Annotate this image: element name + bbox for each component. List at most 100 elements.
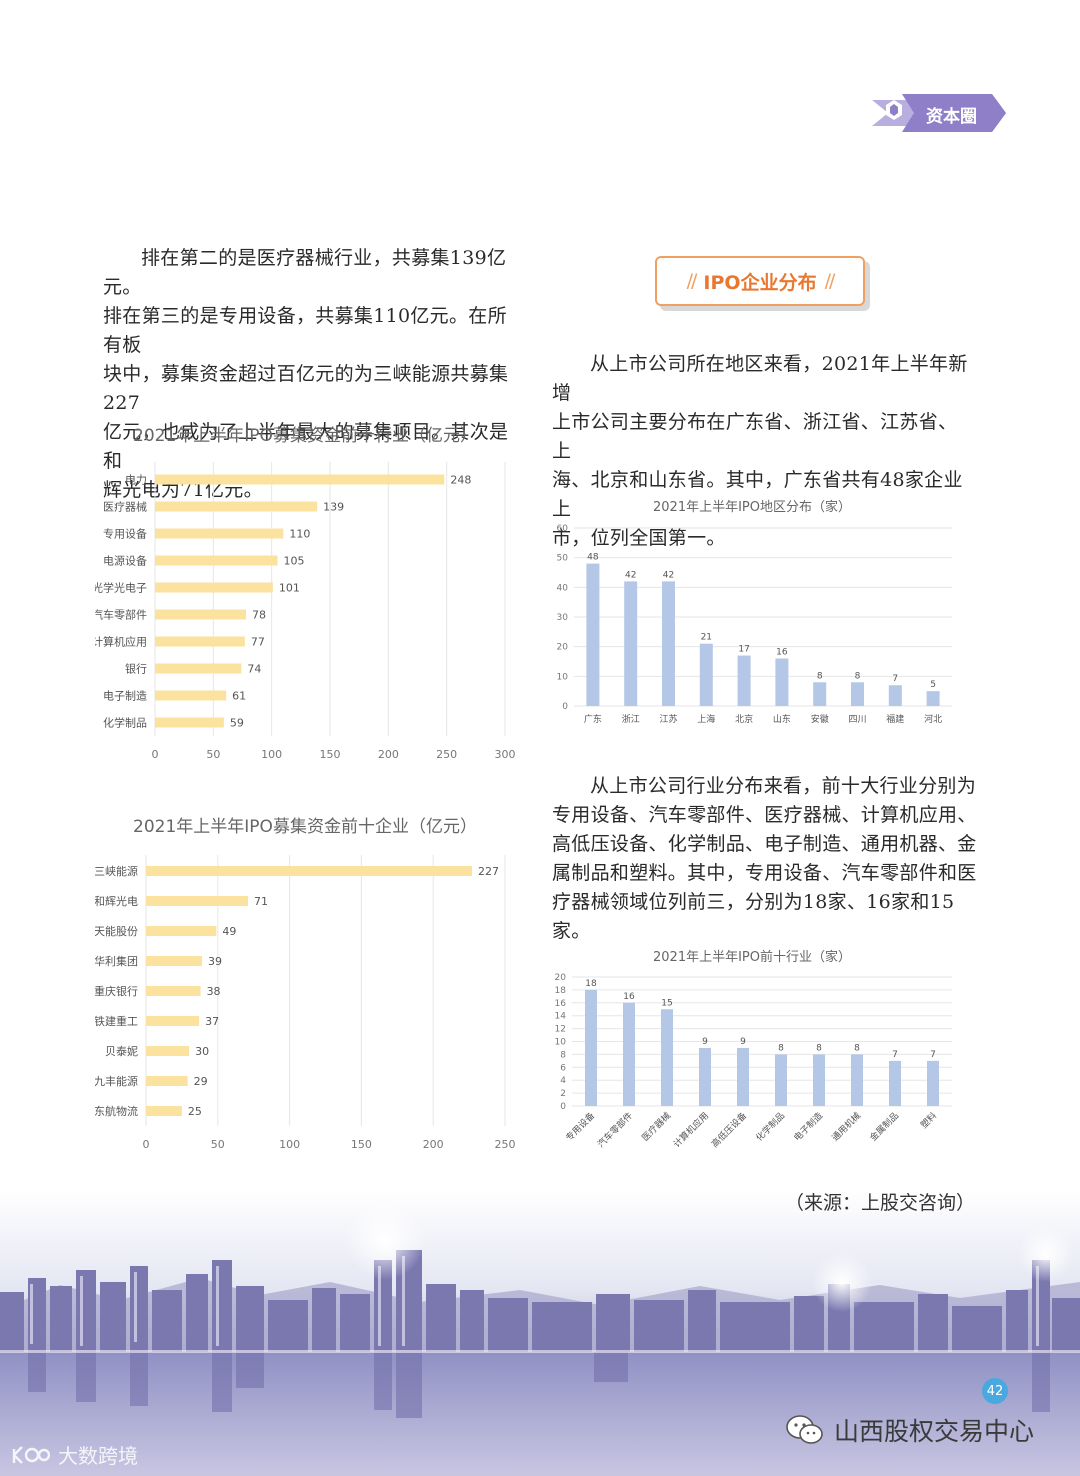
category-label: 专用设备 [103, 527, 147, 541]
category-label: 安徽 [811, 713, 829, 725]
tick-label: 12 [555, 1025, 566, 1035]
bar [155, 690, 227, 701]
bar [888, 685, 902, 706]
tick-label: 200 [378, 748, 399, 761]
data-label: 7 [892, 674, 898, 684]
category-label: 铁建重工 [95, 1014, 138, 1028]
tick-label: 6 [560, 1063, 566, 1073]
tick-label: 50 [211, 1138, 225, 1151]
category-label: 化学制品 [103, 716, 147, 730]
bar [851, 682, 864, 706]
right-paragraph-line: 从上市公司行业分布来看，前十大行业分别为 [590, 775, 977, 797]
category-label: 江苏 [659, 713, 677, 725]
bar [623, 1002, 635, 1106]
bar [155, 609, 246, 620]
bar [155, 717, 224, 728]
tick-label: 4 [560, 1076, 566, 1086]
wechat-icon [786, 1415, 823, 1444]
brand-signature: 山西股权交易中心 [786, 1412, 1034, 1448]
category-label: 医疗器械 [103, 500, 147, 514]
category-label: 广东 [584, 713, 602, 725]
bar [146, 1076, 188, 1086]
tick-label: 200 [423, 1138, 444, 1151]
data-label: 7 [892, 1050, 898, 1060]
bar [926, 691, 940, 706]
category-label: 电力 [125, 474, 147, 487]
tick-label: 250 [436, 748, 457, 761]
category-label: 汽车零部件 [595, 1110, 635, 1150]
data-label: 38 [207, 985, 221, 998]
data-label: 8 [816, 1043, 822, 1053]
right-paragraph-industry: 从上市公司行业分布来看，前十大行业分别为 专用设备、汽车零部件、医疗器械、计算机… [552, 772, 982, 946]
category-label: 山东 [773, 713, 791, 725]
city-skyline-image [0, 1190, 1080, 1476]
left-paragraph-line: 排在第二的是医疗器械行业，共募集139亿元。 [103, 247, 507, 298]
tick-label: 250 [495, 1138, 516, 1151]
data-label: 17 [738, 645, 749, 655]
data-label: 227 [478, 865, 499, 878]
bar [775, 1054, 787, 1106]
bar [737, 655, 751, 706]
data-label: 25 [188, 1105, 202, 1118]
data-label: 248 [450, 474, 471, 487]
data-label: 7 [930, 1050, 936, 1060]
data-label: 16 [776, 648, 788, 658]
bar [813, 1054, 825, 1106]
watermark-text: 大数跨境 [58, 1444, 138, 1468]
bar [624, 581, 638, 706]
data-label: 29 [194, 1075, 208, 1088]
slash-decoration-icon: // [824, 270, 836, 292]
bar [851, 1054, 863, 1106]
tick-label: 2 [560, 1089, 566, 1099]
category-label: 计算机应用 [671, 1110, 711, 1150]
tick-label: 50 [206, 748, 220, 761]
tick-label: 100 [279, 1138, 300, 1151]
tick-label: 20 [557, 643, 569, 653]
bar [662, 581, 675, 706]
right-paragraph-line: 市，位列全国第一。 [552, 527, 726, 549]
data-label: 39 [208, 955, 222, 968]
page-number: 42 [982, 1378, 1008, 1404]
tick-label: 40 [557, 583, 569, 593]
right-paragraph-line: 上市公司主要分布在广东省、浙江省、江苏省、上 [552, 411, 958, 462]
tick-label: 20 [555, 973, 567, 983]
data-label: 61 [232, 690, 246, 703]
category-label: 三峡能源 [95, 864, 138, 878]
watermark: 大数跨境 [10, 1440, 138, 1469]
bar [661, 1009, 673, 1106]
data-label: 77 [251, 636, 265, 649]
data-label: 42 [625, 570, 636, 580]
category-label: 金属制品 [867, 1110, 901, 1144]
data-label: 42 [663, 570, 674, 580]
category-label: 光学光电子 [95, 581, 147, 595]
data-label: 37 [205, 1015, 219, 1028]
category-label: 汽车零部件 [95, 608, 147, 622]
category-label: 银行 [125, 662, 147, 676]
tick-label: 10 [555, 1038, 567, 1048]
bar [146, 1046, 190, 1056]
category-label: 塑料 [918, 1110, 939, 1131]
category-label: 通用机械 [829, 1110, 863, 1144]
right-paragraph-line: 海、北京和山东省。其中，广东省共有48家企业上 [552, 469, 963, 520]
left-paragraph: 排在第二的是医疗器械行业，共募集139亿元。 排在第三的是专用设备，共募集110… [103, 244, 523, 505]
data-label: 30 [195, 1045, 209, 1058]
bar [927, 1060, 939, 1106]
bar [146, 926, 217, 936]
bar [146, 896, 248, 906]
chart-region-distribution: 0 10 20 30 40 50 60 48 广东 42 浙江 42 江苏 21 上海 17 北京 16 山东 8 安徽… [557, 524, 952, 725]
data-label: 9 [702, 1037, 708, 1047]
category-label: 计算机应用 [95, 635, 147, 649]
right-paragraph-line: 高低压设备、化学制品、电子制造、通用机器、金 [552, 833, 977, 855]
category-label: 重庆银行 [95, 984, 138, 998]
left-paragraph-line: 亿元，也成为了上半年最大的募集项目。其次是和 [103, 421, 509, 472]
data-label: 59 [230, 717, 244, 730]
chart-title: 2021年上半年IPO地区分布（家） [653, 500, 851, 515]
bar [699, 1047, 711, 1106]
bar [146, 986, 201, 996]
data-label: 21 [701, 633, 712, 643]
tick-label: 300 [495, 748, 516, 761]
bar [155, 582, 273, 593]
left-paragraph-line: 排在第三的是专用设备，共募集110亿元。在所有板 [103, 305, 507, 356]
tick-label: 0 [560, 1102, 566, 1112]
slash-decoration-icon: // [686, 270, 698, 292]
